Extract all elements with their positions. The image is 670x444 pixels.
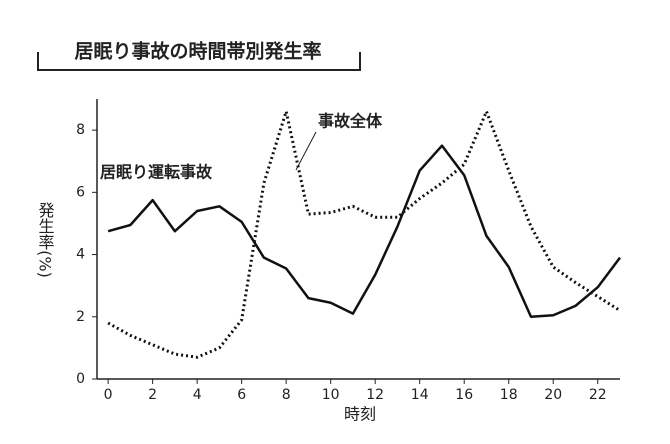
series-label: 事故全体: [318, 112, 383, 131]
series-line: [107, 109, 621, 359]
y-tick-label: 4: [76, 247, 85, 263]
x-tick-label: 10: [322, 387, 340, 403]
y-tick-label: 2: [76, 309, 85, 325]
x-tick-label: 14: [411, 387, 429, 403]
x-axis-label: 時刻: [344, 405, 376, 424]
title-bracket: [37, 52, 361, 71]
y-axis-label: 発生率(%): [36, 202, 55, 278]
x-tick-label: 18: [500, 387, 518, 403]
series-line: [107, 144, 621, 319]
x-tick-label: 6: [237, 387, 246, 403]
x-tick-label: 0: [104, 387, 113, 403]
chart-title: 居眠り事故の時間帯別発生率: [74, 40, 321, 63]
x-tick-label: 2: [148, 387, 157, 403]
x-tick-label: 20: [544, 387, 562, 403]
x-tick-label: 8: [282, 387, 291, 403]
y-tick-label: 6: [76, 184, 85, 200]
x-tick-label: 12: [366, 387, 384, 403]
x-tick-label: 4: [193, 387, 202, 403]
x-tick-label: 16: [455, 387, 473, 403]
y-tick-label: 0: [76, 371, 85, 387]
x-tick-label: 22: [589, 387, 607, 403]
label-leader: [295, 131, 317, 171]
y-tick-label: 8: [76, 122, 85, 138]
series-label: 居眠り運転事故: [100, 163, 213, 182]
